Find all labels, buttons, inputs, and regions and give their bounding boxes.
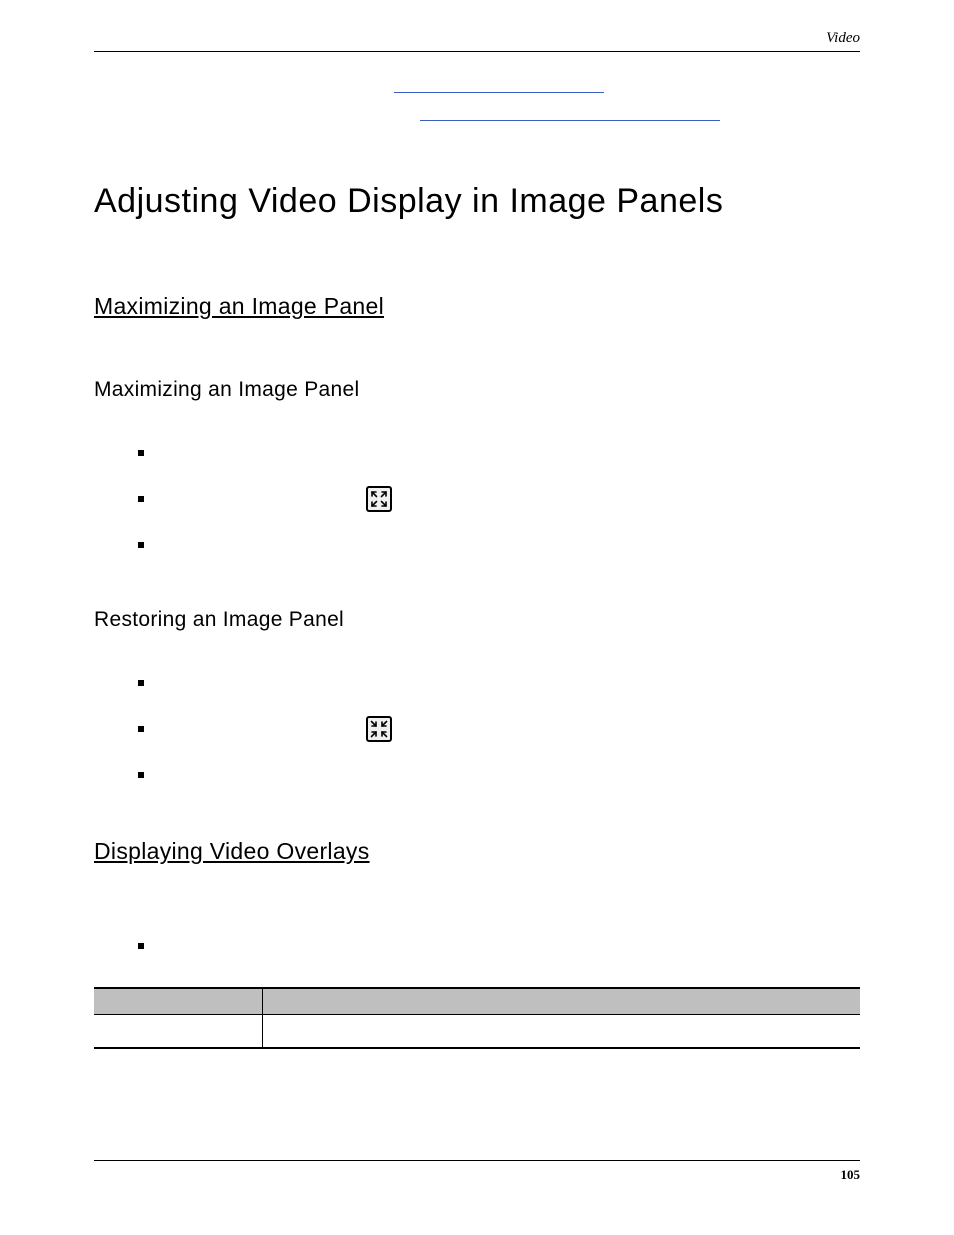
table-header-row bbox=[94, 988, 860, 1014]
page: Video Adjusting Video Display in Image P… bbox=[0, 0, 954, 1235]
bullet-marker bbox=[138, 772, 144, 778]
bullet-marker bbox=[138, 542, 144, 548]
table-header-cell bbox=[94, 988, 263, 1014]
section-heading-overlays: Displaying Video Overlays bbox=[94, 838, 860, 865]
list-item bbox=[138, 752, 860, 798]
link-underline bbox=[394, 92, 604, 93]
list-item bbox=[138, 923, 860, 969]
section-heading-maximizing: Maximizing an Image Panel bbox=[94, 293, 860, 320]
link-underline bbox=[420, 120, 720, 121]
bullet-list-restore bbox=[138, 660, 860, 798]
list-item bbox=[138, 660, 860, 706]
page-title: Adjusting Video Display in Image Panels bbox=[94, 182, 860, 221]
bullet-list-overlays bbox=[138, 923, 860, 969]
page-number: 105 bbox=[94, 1167, 860, 1183]
list-item bbox=[138, 476, 860, 522]
header-rule bbox=[94, 51, 860, 52]
list-item bbox=[138, 430, 860, 476]
crossref-link-1[interactable] bbox=[94, 80, 860, 98]
bullet-marker bbox=[138, 680, 144, 686]
bullet-marker bbox=[138, 496, 144, 502]
table-row bbox=[94, 1014, 860, 1048]
running-head: Video bbox=[94, 30, 860, 47]
bullet-marker bbox=[138, 943, 144, 949]
bullet-marker bbox=[138, 450, 144, 456]
bullet-marker bbox=[138, 726, 144, 732]
subheading-restoring: Restoring an Image Panel bbox=[94, 608, 860, 632]
table-header-cell bbox=[263, 988, 860, 1014]
table-cell bbox=[94, 1014, 263, 1048]
page-footer: 105 bbox=[94, 1160, 860, 1183]
table-cell bbox=[263, 1014, 860, 1048]
footer-rule bbox=[94, 1160, 860, 1161]
list-item bbox=[138, 522, 860, 568]
list-item bbox=[138, 706, 860, 752]
expand-icon[interactable] bbox=[366, 486, 392, 512]
collapse-icon[interactable] bbox=[366, 716, 392, 742]
overlay-table bbox=[94, 987, 860, 1049]
bullet-list-maximize bbox=[138, 430, 860, 568]
crossref-link-2[interactable] bbox=[94, 108, 860, 126]
subheading-maximizing: Maximizing an Image Panel bbox=[94, 378, 860, 402]
